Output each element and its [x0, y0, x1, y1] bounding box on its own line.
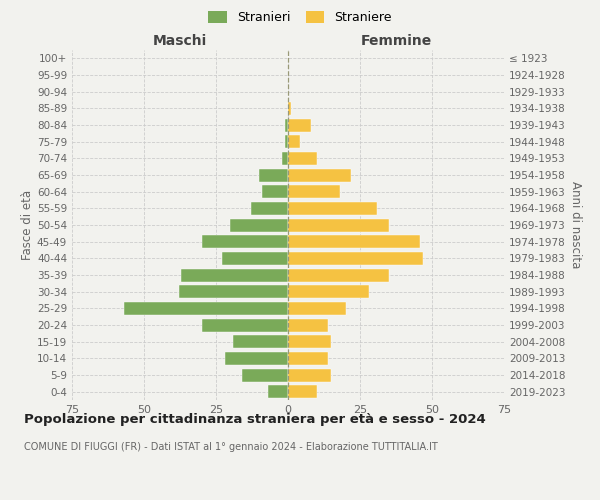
Bar	[288, 185, 340, 198]
Bar	[242, 368, 288, 382]
Bar	[288, 135, 299, 148]
Bar	[179, 285, 288, 298]
Bar	[222, 252, 288, 265]
Bar	[251, 202, 288, 215]
Bar	[288, 335, 331, 348]
Bar	[288, 252, 424, 265]
Text: Popolazione per cittadinanza straniera per età e sesso - 2024: Popolazione per cittadinanza straniera p…	[24, 412, 486, 426]
Bar	[202, 235, 288, 248]
Bar	[288, 268, 389, 281]
Bar	[288, 102, 291, 115]
Bar	[288, 152, 317, 165]
Bar	[288, 285, 368, 298]
Bar	[285, 118, 288, 132]
Text: COMUNE DI FIUGGI (FR) - Dati ISTAT al 1° gennaio 2024 - Elaborazione TUTTITALIA.: COMUNE DI FIUGGI (FR) - Dati ISTAT al 1°…	[24, 442, 438, 452]
Text: Femmine: Femmine	[361, 34, 431, 48]
Bar	[288, 302, 346, 315]
Bar	[230, 218, 288, 232]
Bar	[268, 385, 288, 398]
Y-axis label: Fasce di età: Fasce di età	[21, 190, 34, 260]
Bar	[181, 268, 288, 281]
Bar	[288, 118, 311, 132]
Legend: Stranieri, Straniere: Stranieri, Straniere	[206, 8, 394, 26]
Bar	[288, 168, 352, 181]
Bar	[202, 318, 288, 332]
Bar	[288, 318, 328, 332]
Bar	[288, 202, 377, 215]
Bar	[288, 385, 317, 398]
Bar	[288, 368, 331, 382]
Bar	[288, 235, 421, 248]
Text: Maschi: Maschi	[153, 34, 207, 48]
Bar	[259, 168, 288, 181]
Bar	[224, 352, 288, 365]
Bar	[288, 218, 389, 232]
Bar	[124, 302, 288, 315]
Bar	[288, 352, 328, 365]
Bar	[285, 135, 288, 148]
Bar	[282, 152, 288, 165]
Y-axis label: Anni di nascita: Anni di nascita	[569, 182, 582, 268]
Bar	[233, 335, 288, 348]
Bar	[262, 185, 288, 198]
